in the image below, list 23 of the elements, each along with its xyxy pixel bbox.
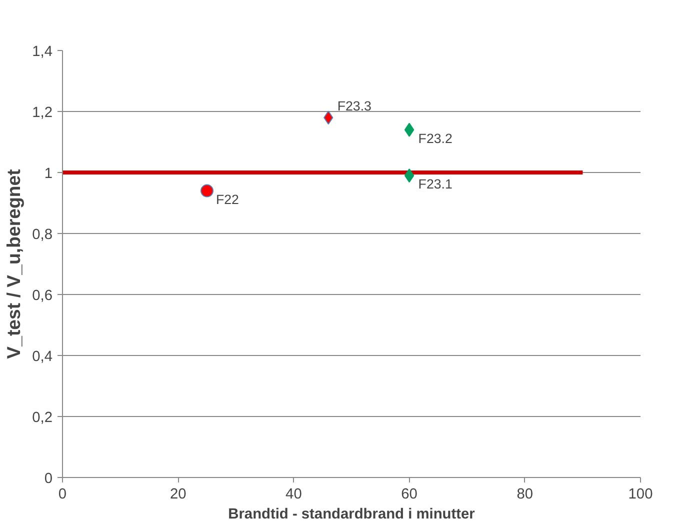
x-tick-label: 20 xyxy=(170,486,186,502)
series-label: F23.1 xyxy=(418,176,452,192)
y-tick-label: 1,2 xyxy=(32,105,52,121)
point xyxy=(404,122,414,137)
y-tick-label: 0 xyxy=(44,471,53,487)
series-label: F23.2 xyxy=(418,130,452,146)
point xyxy=(200,184,214,198)
x-tick-label: 100 xyxy=(628,486,653,502)
y-tick-label: 0,4 xyxy=(32,349,52,365)
y-tick-label: 1 xyxy=(44,166,53,182)
y-tick-label: 0,8 xyxy=(32,227,52,243)
x-tick-label: 40 xyxy=(286,486,302,502)
y-tick-label: 1,4 xyxy=(32,44,52,60)
x-axis-title: Brandtid - standardbrand i minutter xyxy=(228,506,476,522)
y-axis-title: V_test / V_u,beregnet xyxy=(3,169,24,359)
x-tick-label: 0 xyxy=(58,486,67,502)
series-label: F23.3 xyxy=(337,98,372,114)
x-tick-label: 60 xyxy=(401,486,418,502)
x-tick-label: 80 xyxy=(516,486,534,502)
series-label: F22 xyxy=(216,192,239,207)
point xyxy=(404,168,414,183)
y-tick-label: 0,2 xyxy=(32,410,52,426)
y-tick-label: 0,6 xyxy=(32,288,52,304)
